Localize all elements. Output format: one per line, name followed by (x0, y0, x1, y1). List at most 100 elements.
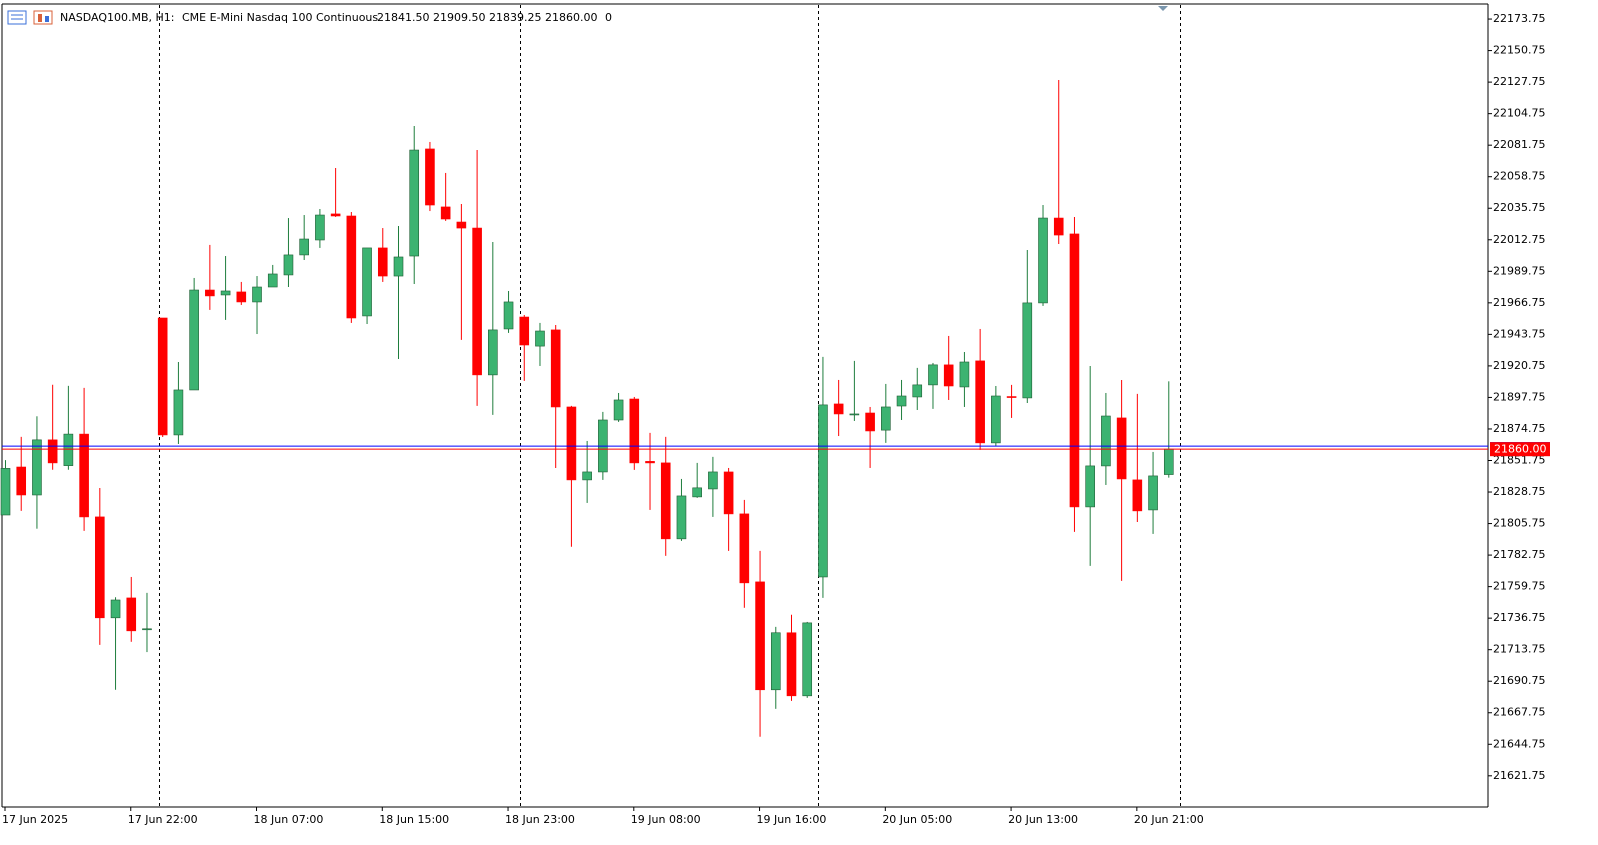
candle-body (472, 227, 482, 376)
header-icons (7, 10, 53, 25)
y-tick-label: 21667.75 (1493, 706, 1546, 719)
x-tick-label: 19 Jun 08:00 (631, 813, 701, 826)
y-tick-label: 21644.75 (1493, 737, 1546, 750)
header-volume: 0 (605, 11, 612, 24)
y-tick-label: 21874.75 (1493, 422, 1546, 435)
candle-body (755, 581, 765, 691)
icon[interactable] (33, 10, 53, 25)
candle-body (1022, 302, 1033, 399)
candle-body (440, 206, 451, 220)
candle-body (377, 247, 388, 277)
candle-body (660, 462, 671, 540)
candle-body (299, 238, 309, 256)
candle-body (425, 148, 435, 206)
candle-body (975, 360, 985, 444)
candle-body (943, 364, 954, 387)
candle-body (503, 301, 514, 330)
candle-body (252, 286, 262, 303)
candle-body (723, 471, 734, 515)
x-tick-label: 18 Jun 23:00 (505, 813, 575, 826)
y-tick-label: 21736.75 (1493, 611, 1546, 624)
y-tick-label: 22081.75 (1493, 138, 1546, 151)
y-tick-label: 21759.75 (1493, 580, 1546, 593)
candle-body (1163, 448, 1174, 475)
candle-body (833, 403, 844, 415)
y-tick-label: 21851.75 (1493, 453, 1546, 466)
candle-body (582, 471, 592, 481)
candle-body (1085, 465, 1095, 508)
candle-body (267, 273, 278, 288)
candle-body (1038, 217, 1048, 304)
candle-body (881, 406, 891, 431)
candle-body (189, 289, 199, 391)
y-tick-label: 22173.75 (1493, 12, 1546, 25)
candle-body (110, 599, 121, 619)
candle-body (629, 398, 640, 464)
candle-body (315, 214, 325, 241)
y-tick-label: 22012.75 (1493, 233, 1546, 246)
y-tick-label: 21621.75 (1493, 769, 1546, 782)
candle-body (912, 384, 923, 398)
header-description: CME E-Mini Nasdaq 100 Continuous (182, 11, 378, 24)
candle-body (126, 597, 137, 632)
candle-body (16, 466, 27, 496)
candle-body (0, 468, 11, 516)
y-tick-label: 21966.75 (1493, 296, 1546, 309)
candle-body (1116, 417, 1127, 480)
candle-body (1006, 396, 1017, 398)
y-tick-label: 22104.75 (1493, 107, 1546, 120)
y-tick-label: 21690.75 (1493, 674, 1546, 687)
y-tick-label: 21713.75 (1493, 643, 1546, 656)
candle-body (346, 215, 357, 319)
y-tick-label: 21920.75 (1493, 359, 1546, 372)
candle-body (535, 330, 545, 347)
price-label-box (1490, 442, 1550, 457)
candle-body (220, 290, 231, 296)
candle-body (488, 329, 498, 376)
y-tick-label: 21943.75 (1493, 327, 1546, 340)
candle-body (566, 406, 577, 481)
header-open: 21841.50 (377, 11, 430, 24)
x-tick-label: 20 Jun 21:00 (1134, 813, 1204, 826)
candle-body (362, 247, 372, 317)
candle-body (1101, 415, 1111, 467)
price-label: 21860.00 (1494, 443, 1547, 456)
x-tick-label: 18 Jun 07:00 (254, 813, 324, 826)
candle-body (456, 221, 467, 229)
x-tick-label: 17 Jun 2025 (2, 813, 68, 826)
candle-body (205, 289, 215, 297)
x-tick-label: 20 Jun 05:00 (882, 813, 952, 826)
candle-body (865, 412, 875, 432)
candle-body (519, 316, 530, 346)
candle-body (613, 399, 624, 421)
candle-body (818, 404, 828, 578)
candle-body (928, 364, 938, 386)
header-symbol: NASDAQ100.MB, H1: (60, 11, 175, 24)
candle-body (32, 439, 42, 496)
candle-body (1053, 217, 1064, 236)
candle-body (645, 461, 655, 464)
candle-body (330, 213, 341, 217)
candle-body (676, 495, 687, 540)
candle-body (550, 329, 561, 408)
header-low: 21839.25 (489, 11, 542, 24)
header-close: 21860.00 (545, 11, 598, 24)
candle-body (173, 389, 184, 436)
icon[interactable] (7, 10, 27, 25)
candle-body (47, 439, 58, 464)
candle-body (409, 149, 420, 257)
candle-body (692, 487, 702, 498)
candle-body (959, 361, 970, 388)
candle-body (1132, 479, 1143, 512)
candle-body (849, 413, 860, 416)
candle-body (739, 513, 750, 584)
x-tick-label: 20 Jun 13:00 (1008, 813, 1078, 826)
shift-marker[interactable] (1158, 6, 1168, 11)
candle-body (708, 471, 718, 490)
y-tick-label: 22035.75 (1493, 201, 1546, 214)
y-tick-label: 21828.75 (1493, 485, 1546, 498)
icon-bar (38, 14, 42, 22)
